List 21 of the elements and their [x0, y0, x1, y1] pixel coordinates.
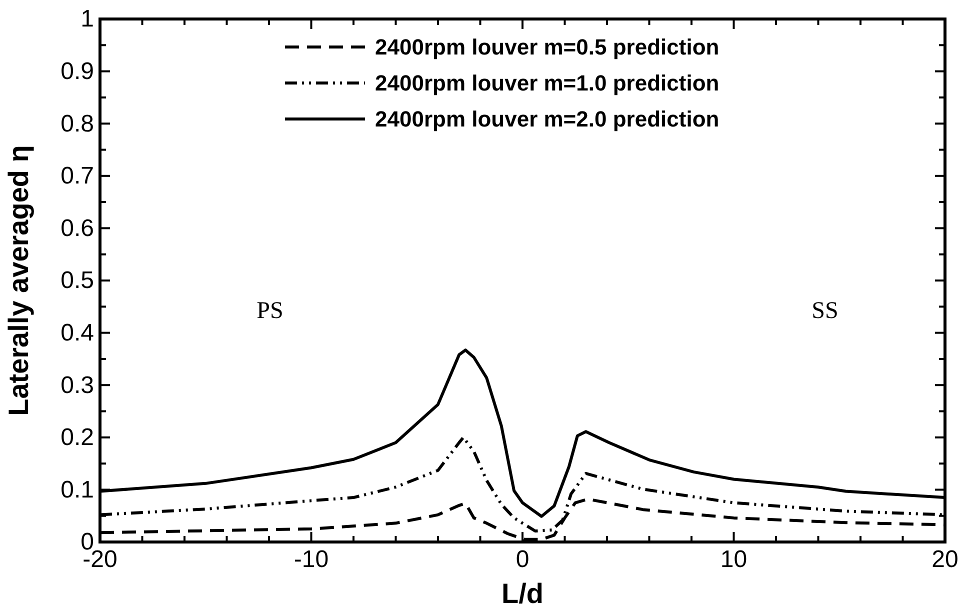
- y-tick-label: 0.1: [60, 476, 94, 504]
- legend-label: 2400rpm louver m=1.0 prediction: [375, 70, 720, 96]
- y-tick-label: 0.4: [60, 319, 94, 346]
- y-tick-label: 1: [80, 6, 94, 33]
- x-tick-label: 20: [932, 546, 958, 573]
- annotation: PS: [256, 298, 284, 324]
- y-tick-label: 0.9: [60, 58, 94, 85]
- y-tick-label: 0.8: [60, 110, 94, 138]
- y-tick-label: 0.7: [60, 162, 94, 190]
- y-tick-label: 0.3: [60, 372, 94, 399]
- y-tick-label: 0.2: [60, 424, 94, 452]
- x-axis-title: L/d: [502, 578, 544, 604]
- y-axis-title: Laterally averaged η: [3, 145, 34, 416]
- x-tick-label: 0: [516, 546, 530, 573]
- x-tick-label: 10: [720, 546, 748, 573]
- legend-label: 2400rpm louver m=2.0 prediction: [375, 106, 720, 132]
- x-tick-label: -10: [294, 546, 329, 573]
- annotation: SS: [812, 298, 838, 324]
- legend-label: 2400rpm louver m=0.5 prediction: [375, 34, 720, 60]
- y-tick-label: 0.6: [60, 214, 94, 242]
- y-tick-label: 0.5: [60, 267, 94, 294]
